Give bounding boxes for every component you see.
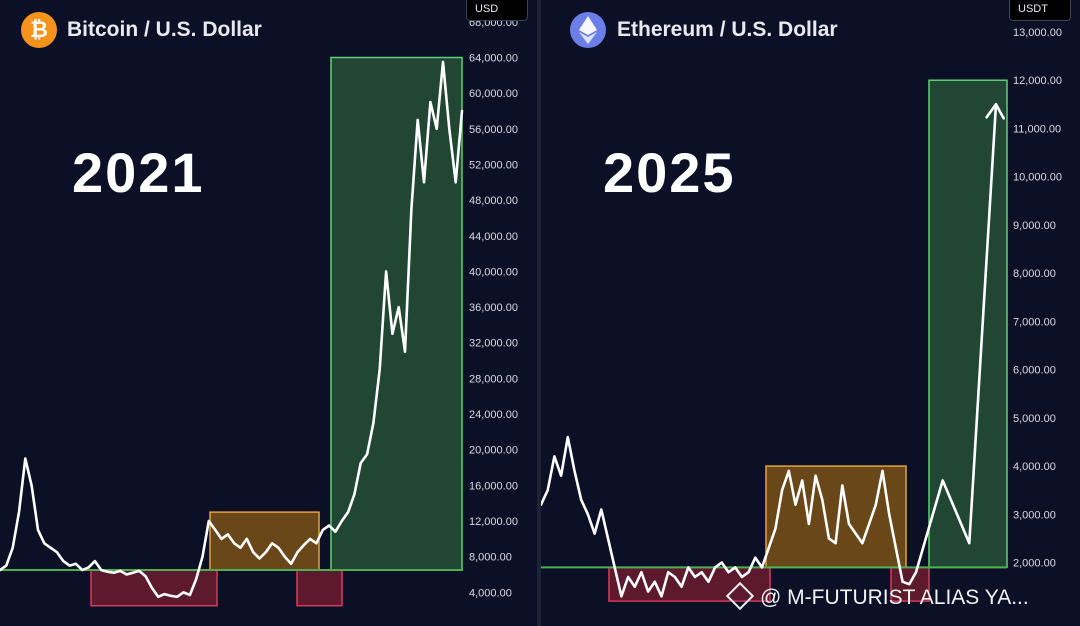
- projection-line: [914, 103, 998, 574]
- chart-title: Bitcoin / U.S. Dollar: [67, 18, 262, 41]
- eth-chart-svg: 2,000.00 3,000.00 4,000.00 5,000.00 6,000.00…: [541, 27, 1062, 602]
- y-tick-label: 8,000.00: [1013, 268, 1056, 280]
- y-tick-label: 12,000.00: [469, 516, 518, 528]
- y-tick-label: 16,000.00: [469, 480, 518, 492]
- ethereum-icon: [570, 12, 606, 48]
- panel-divider: [537, 0, 541, 626]
- currency-unit[interactable]: USDT: [1009, 0, 1071, 21]
- y-tick-label: 13,000.00: [1013, 27, 1062, 39]
- chart-title: Ethereum / U.S. Dollar: [617, 18, 838, 41]
- y-tick-label: 6,000.00: [1013, 365, 1056, 377]
- y-tick-label: 24,000.00: [469, 409, 518, 421]
- y-tick-label: 11,000.00: [1013, 123, 1061, 135]
- year-label: 2025: [603, 141, 736, 204]
- y-tick-label: 10,000.00: [1013, 172, 1062, 184]
- y-tick-label: 60,000.00: [469, 88, 518, 100]
- y-tick-label: 9,000.00: [1013, 220, 1056, 232]
- y-tick-label: 4,000.00: [1013, 461, 1056, 473]
- y-tick-label: 36,000.00: [469, 302, 518, 314]
- y-tick-label: 56,000.00: [469, 124, 518, 136]
- zone-orange: [765, 465, 907, 569]
- year-label: 2021: [72, 141, 205, 204]
- y-tick-label: 44,000.00: [469, 231, 518, 243]
- y-tick-label: 7,000.00: [1013, 316, 1056, 328]
- currency-unit[interactable]: USD: [466, 0, 528, 21]
- binance-icon: [725, 581, 755, 611]
- y-tick-label: 32,000.00: [469, 338, 518, 350]
- watermark: @ M-FUTURIST ALIAS YA...: [725, 581, 1029, 611]
- y-tick-label: 64,000.00: [469, 52, 518, 64]
- y-tick-label: 40,000.00: [469, 266, 518, 278]
- btc-chart-svg: 4,000.00 8,000.00 12,000.00 16,000.00 20,000…: [0, 17, 518, 607]
- y-tick-label: 3,000.00: [1013, 509, 1056, 521]
- y-tick-label: 4,000.00: [469, 587, 512, 599]
- y-tick-label: 28,000.00: [469, 373, 518, 385]
- y-tick-label: 5,000.00: [1013, 413, 1056, 425]
- y-tick-label: 20,000.00: [469, 445, 518, 457]
- y-tick-label: 52,000.00: [469, 159, 518, 171]
- y-tick-label: 48,000.00: [469, 195, 518, 207]
- y-tick-label: 2,000.00: [1013, 558, 1056, 570]
- price-line: [541, 435, 918, 598]
- zone-green: [928, 79, 1008, 569]
- y-tick-label: 12,000.00: [1013, 75, 1062, 87]
- bitcoin-icon: ₿: [21, 12, 57, 48]
- eth-chart-panel: 2,000.00 3,000.00 4,000.00 5,000.00 6,000.00…: [541, 0, 1080, 626]
- y-tick-label: 8,000.00: [469, 552, 512, 564]
- btc-chart-panel: 4,000.00 8,000.00 12,000.00 16,000.00 20,000…: [0, 0, 537, 626]
- zone-red: [296, 569, 343, 607]
- watermark-text: @ M-FUTURIST ALIAS YA...: [760, 586, 1029, 609]
- zone-orange: [209, 511, 320, 571]
- arrow-head: [985, 103, 1006, 120]
- price-line: [0, 60, 464, 599]
